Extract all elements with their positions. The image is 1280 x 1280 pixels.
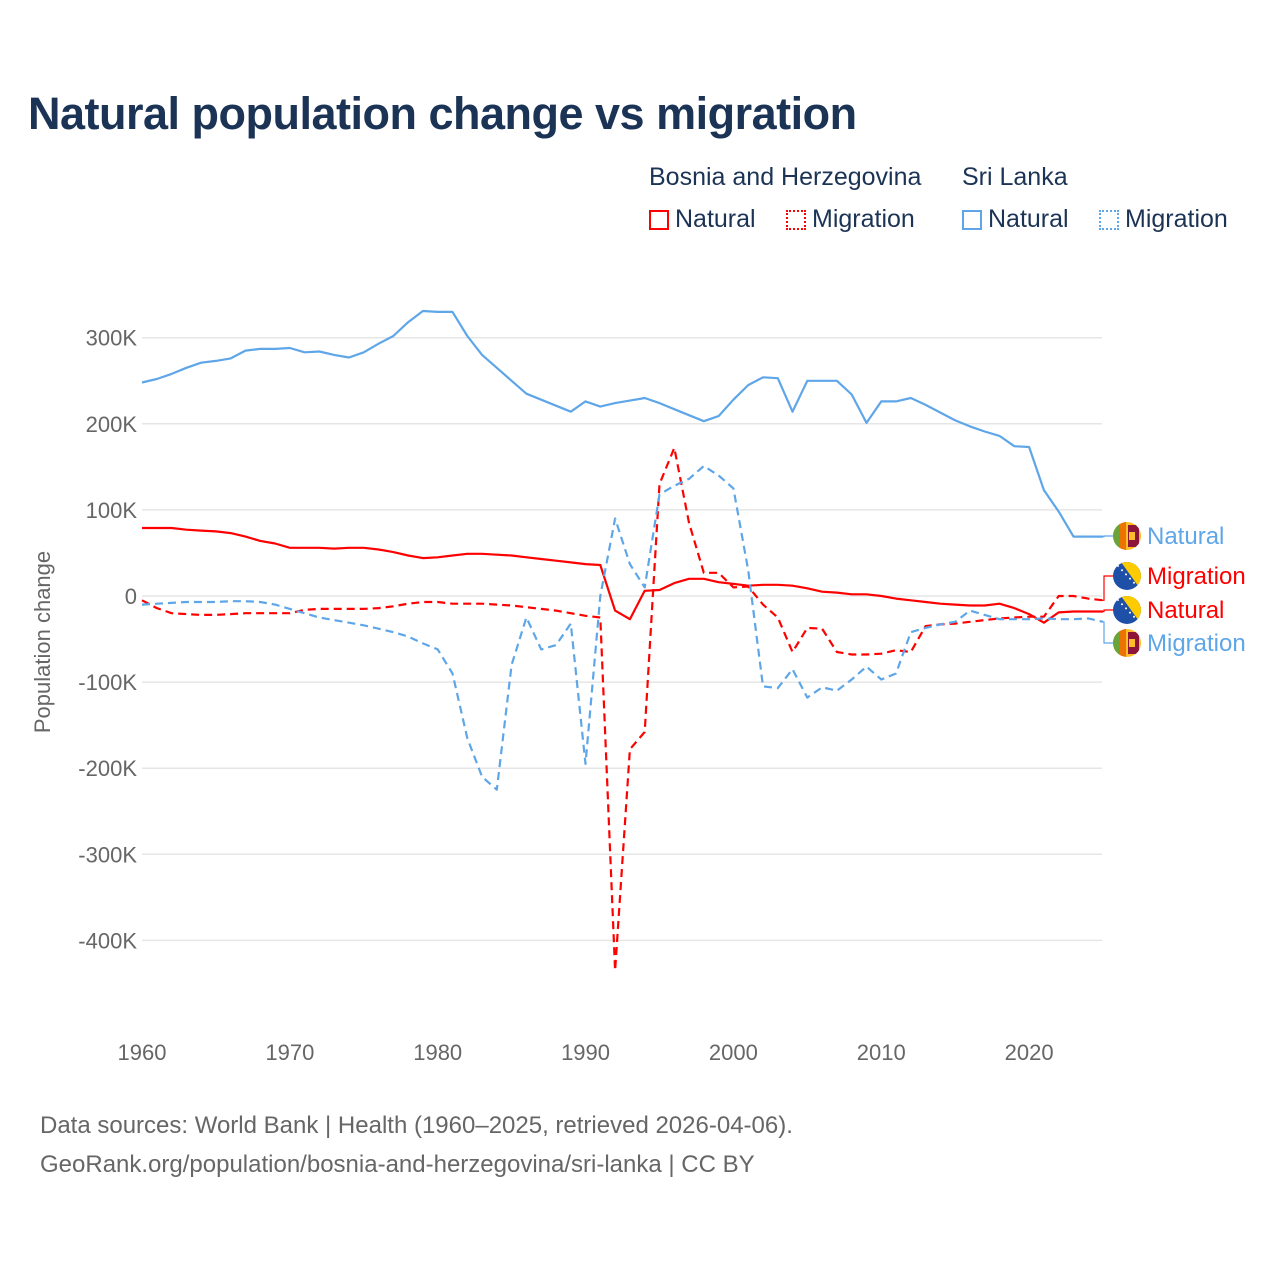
end-label-connector <box>1102 609 1113 613</box>
legend-label: Natural <box>675 205 756 233</box>
end-label: Migration <box>1147 563 1246 590</box>
bosnia-flag-icon <box>1113 562 1141 590</box>
series-line-bosnia-and-herzegovina-migration <box>141 446 1104 972</box>
legend-item-sri-lanka-natural[interactable]: Natural <box>962 205 1069 234</box>
x-tick-label: 1980 <box>413 1040 462 1065</box>
y-tick-label: 300K <box>86 326 138 351</box>
x-tick-label: 1960 <box>118 1040 167 1065</box>
y-tick-label: 0 <box>125 584 137 609</box>
y-tick-label: -400K <box>78 928 137 953</box>
legend-swatch-solid <box>962 210 982 230</box>
source-note: Data sources: World Bank | Health (1960–… <box>40 1112 793 1139</box>
y-tick-label: 100K <box>86 498 138 523</box>
y-tick-label: -200K <box>78 756 137 781</box>
x-tick-label: 2020 <box>1005 1040 1054 1065</box>
legend-swatch-dotted <box>786 210 806 230</box>
end-label: Natural <box>1147 597 1224 624</box>
end-label: Natural <box>1147 523 1224 550</box>
legend-swatch-dotted <box>1099 210 1119 230</box>
footer: Data sources: World Bank | Health (1960–… <box>40 1106 793 1184</box>
legend-label: Migration <box>812 205 915 233</box>
end-label-connector <box>1102 535 1113 538</box>
series-line-sri-lanka-natural <box>141 309 1103 538</box>
x-tick-label: 1990 <box>561 1040 610 1065</box>
legend-item-sri-lanka-migration[interactable]: Migration <box>1099 205 1228 234</box>
y-tick-label: -300K <box>78 842 137 867</box>
y-axis-label: Population change <box>30 551 55 733</box>
legend-label: Migration <box>1125 205 1228 233</box>
legend-label: Natural <box>988 205 1069 233</box>
y-tick-label: 200K <box>86 412 138 437</box>
legend-group-title-bosnia: Bosnia and Herzegovina <box>649 163 922 191</box>
x-tick-label: 2010 <box>857 1040 906 1065</box>
legend-group-title-sri-lanka: Sri Lanka <box>962 163 1068 191</box>
y-tick-label: -100K <box>78 670 137 695</box>
source-url: GeoRank.org/population/bosnia-and-herzeg… <box>40 1151 755 1178</box>
legend-swatch-solid <box>649 210 669 230</box>
series-line-sri-lanka-migration <box>141 464 1104 791</box>
x-tick-label: 2000 <box>709 1040 758 1065</box>
end-label-connector <box>1102 575 1113 601</box>
bosnia-flag-icon <box>1113 596 1141 624</box>
sri-lanka-flag-icon <box>1113 522 1141 550</box>
x-tick-label: 1970 <box>265 1040 314 1065</box>
sri-lanka-flag-icon <box>1113 629 1141 657</box>
legend-item-bosnia-natural[interactable]: Natural <box>649 205 756 234</box>
chart-title: Natural population change vs migration <box>28 88 857 139</box>
end-label: Migration <box>1147 630 1246 657</box>
end-label-connector <box>1102 621 1113 644</box>
legend-item-bosnia-migration[interactable]: Migration <box>786 205 915 234</box>
series-line-bosnia-and-herzegovina-natural <box>142 526 1103 624</box>
